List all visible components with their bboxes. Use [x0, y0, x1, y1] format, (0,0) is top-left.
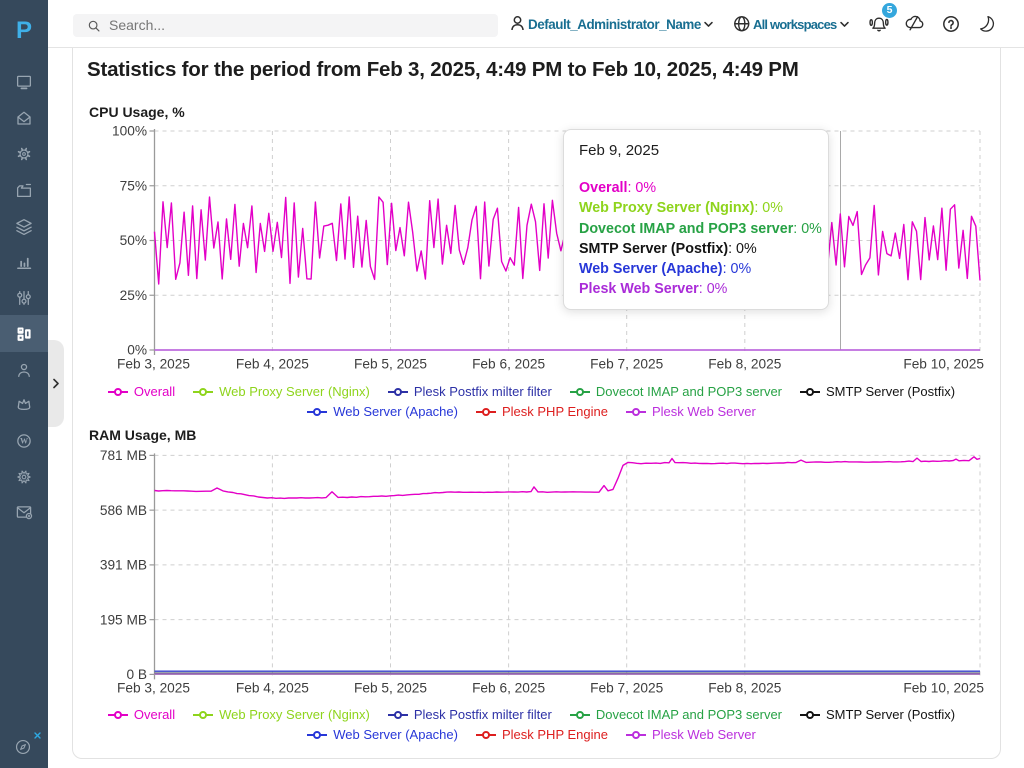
svg-text:0 B: 0 B — [126, 667, 147, 682]
svg-text:0%: 0% — [127, 343, 147, 358]
svg-text:195 MB: 195 MB — [100, 612, 147, 627]
svg-text:391 MB: 391 MB — [100, 558, 147, 573]
svg-text:586 MB: 586 MB — [100, 503, 147, 518]
svg-text:781 MB: 781 MB — [100, 449, 147, 463]
svg-text:Feb 5, 2025: Feb 5, 2025 — [354, 681, 427, 696]
svg-text:Feb 10, 2025: Feb 10, 2025 — [903, 681, 984, 696]
svg-text:Feb 8, 2025: Feb 8, 2025 — [708, 681, 781, 696]
svg-text:Feb 6, 2025: Feb 6, 2025 — [472, 357, 545, 372]
svg-text:Feb 4, 2025: Feb 4, 2025 — [236, 681, 309, 696]
svg-text:75%: 75% — [120, 178, 147, 193]
svg-text:Feb 6, 2025: Feb 6, 2025 — [472, 681, 545, 696]
svg-text:25%: 25% — [120, 288, 147, 303]
svg-text:Feb 10, 2025: Feb 10, 2025 — [903, 357, 984, 372]
svg-text:Feb 7, 2025: Feb 7, 2025 — [590, 681, 663, 696]
svg-text:Feb 3, 2025: Feb 3, 2025 — [117, 357, 190, 372]
svg-text:100%: 100% — [112, 125, 147, 139]
svg-text:W: W — [20, 436, 28, 445]
svg-text:Feb 5, 2025: Feb 5, 2025 — [354, 357, 427, 372]
svg-text:Feb 7, 2025: Feb 7, 2025 — [590, 357, 663, 372]
svg-text:Feb 8, 2025: Feb 8, 2025 — [708, 357, 781, 372]
svg-text:Feb 3, 2025: Feb 3, 2025 — [117, 681, 190, 696]
svg-text:Feb 4, 2025: Feb 4, 2025 — [236, 357, 309, 372]
svg-text:50%: 50% — [120, 233, 147, 248]
